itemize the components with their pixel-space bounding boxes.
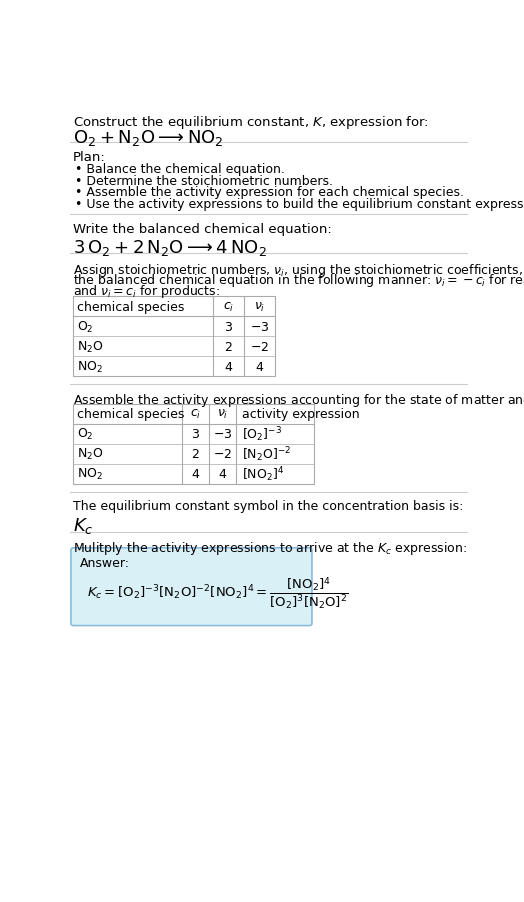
Text: $-2$: $-2$ xyxy=(213,448,232,461)
Text: Answer:: Answer: xyxy=(80,557,129,570)
Text: $\mathrm{O_2}$: $\mathrm{O_2}$ xyxy=(77,427,94,442)
Text: 2: 2 xyxy=(191,448,199,461)
Text: 4: 4 xyxy=(255,360,263,373)
Text: Assign stoichiometric numbers, $\nu_i$, using the stoichiometric coefficients, $: Assign stoichiometric numbers, $\nu_i$, … xyxy=(73,262,524,279)
Text: chemical species: chemical species xyxy=(77,300,184,313)
Text: $-3$: $-3$ xyxy=(249,320,269,333)
Text: • Use the activity expressions to build the equilibrium constant expression.: • Use the activity expressions to build … xyxy=(75,198,524,210)
Text: • Determine the stoichiometric numbers.: • Determine the stoichiometric numbers. xyxy=(75,174,333,188)
Text: Assemble the activity expressions accounting for the state of matter and $\nu_i$: Assemble the activity expressions accoun… xyxy=(73,392,524,409)
Text: The equilibrium constant symbol in the concentration basis is:: The equilibrium constant symbol in the c… xyxy=(73,500,464,512)
Text: $-2$: $-2$ xyxy=(250,340,269,354)
Text: $\mathrm{O_2 + N_2O} \longrightarrow \mathrm{NO_2}$: $\mathrm{O_2 + N_2O} \longrightarrow \ma… xyxy=(73,127,224,147)
FancyBboxPatch shape xyxy=(71,548,312,626)
Text: $[\mathrm{O_2}]^{-3}$: $[\mathrm{O_2}]^{-3}$ xyxy=(242,425,282,444)
Text: 3: 3 xyxy=(191,428,199,441)
Text: Construct the equilibrium constant, $K$, expression for:: Construct the equilibrium constant, $K$,… xyxy=(73,114,429,131)
Bar xyxy=(73,297,275,377)
Text: 4: 4 xyxy=(224,360,232,373)
Text: $\mathrm{NO_2}$: $\mathrm{NO_2}$ xyxy=(77,467,103,482)
Text: $\mathrm{NO_2}$: $\mathrm{NO_2}$ xyxy=(77,359,103,374)
Text: chemical species: chemical species xyxy=(77,408,184,421)
Bar xyxy=(73,404,313,484)
Text: 4: 4 xyxy=(191,468,199,481)
Text: • Balance the chemical equation.: • Balance the chemical equation. xyxy=(75,163,285,176)
Text: $\nu_i$: $\nu_i$ xyxy=(254,300,265,313)
Text: $c_i$: $c_i$ xyxy=(190,408,201,421)
Text: $-3$: $-3$ xyxy=(213,428,232,441)
Text: 3: 3 xyxy=(224,320,232,333)
Text: $[\mathrm{N_2O}]^{-2}$: $[\mathrm{N_2O}]^{-2}$ xyxy=(242,445,291,464)
Text: activity expression: activity expression xyxy=(242,408,360,421)
Text: 2: 2 xyxy=(224,340,232,354)
Text: • Assemble the activity expression for each chemical species.: • Assemble the activity expression for e… xyxy=(75,186,464,199)
Text: the balanced chemical equation in the following manner: $\nu_i = -c_i$ for react: the balanced chemical equation in the fo… xyxy=(73,272,524,289)
Text: 4: 4 xyxy=(219,468,226,481)
Text: $c_i$: $c_i$ xyxy=(223,300,234,313)
Text: $\mathrm{O_2}$: $\mathrm{O_2}$ xyxy=(77,319,94,335)
Text: $\mathrm{N_2O}$: $\mathrm{N_2O}$ xyxy=(77,446,104,462)
Text: $\nu_i$: $\nu_i$ xyxy=(217,408,228,421)
Text: $K_c$: $K_c$ xyxy=(73,515,94,535)
Text: and $\nu_i = c_i$ for products:: and $\nu_i = c_i$ for products: xyxy=(73,283,220,299)
Text: Plan:: Plan: xyxy=(73,151,106,163)
Text: $\mathrm{N_2O}$: $\mathrm{N_2O}$ xyxy=(77,339,104,354)
Text: $[\mathrm{NO_2}]^{4}$: $[\mathrm{NO_2}]^{4}$ xyxy=(242,465,285,483)
Text: Mulitply the activity expressions to arrive at the $K_c$ expression:: Mulitply the activity expressions to arr… xyxy=(73,539,467,557)
Text: $3\,\mathrm{O_2} + 2\,\mathrm{N_2O} \longrightarrow 4\,\mathrm{NO_2}$: $3\,\mathrm{O_2} + 2\,\mathrm{N_2O} \lon… xyxy=(73,238,267,258)
Text: $K_c = [\mathrm{O_2}]^{-3}[\mathrm{N_2O}]^{-2}[\mathrm{NO_2}]^{4} = \dfrac{[\mat: $K_c = [\mathrm{O_2}]^{-3}[\mathrm{N_2O}… xyxy=(87,575,348,611)
Text: Write the balanced chemical equation:: Write the balanced chemical equation: xyxy=(73,223,332,235)
